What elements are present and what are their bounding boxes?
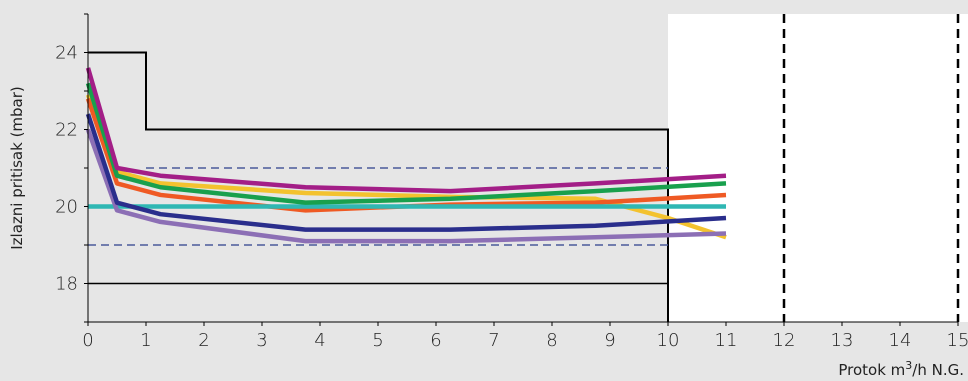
plot-area-white [668, 14, 968, 322]
series-line-4 [85, 113, 727, 232]
x-tick-label: 15 [947, 330, 968, 351]
data-series [85, 67, 727, 244]
plot-area-shaded [88, 14, 668, 322]
x-axis-title: Protok m3/h N.G. [838, 359, 964, 379]
x-tick-label: 2 [198, 330, 209, 351]
x-tick-label: 4 [314, 330, 325, 351]
x-tick-label: 7 [488, 330, 499, 351]
series-line-5 [85, 82, 727, 205]
x-tick-label: 5 [372, 330, 383, 351]
x-tick-label: 1 [140, 330, 151, 351]
x-tick-label: 9 [604, 330, 615, 351]
x-tick-label: 14 [889, 330, 912, 351]
x-tick-label: 10 [657, 330, 680, 351]
x-tick-label: 6 [430, 330, 441, 351]
series-line-1 [85, 97, 727, 213]
upper-limit-envelope [88, 51, 669, 322]
x-tick-label: 13 [831, 330, 854, 351]
series-line-3 [85, 128, 727, 244]
x-tick-label: 11 [715, 330, 738, 351]
x-axis-title-rest: /h N.G. [912, 361, 964, 379]
x-tick-label: 12 [773, 330, 796, 351]
y-tick-label: 22 [55, 120, 78, 141]
y-tick-label: 20 [55, 197, 78, 218]
y-tick-label: 18 [55, 274, 78, 295]
series-line-6 [85, 67, 727, 194]
x-tick-label: 3 [256, 330, 267, 351]
x-tick-label: 0 [82, 330, 93, 351]
reference-lines [88, 14, 960, 322]
x-axis-title-main: Protok m [838, 361, 905, 379]
y-tick-label: 24 [55, 43, 78, 64]
series-line-0 [85, 94, 727, 240]
x-axis-title-sup: 3 [905, 359, 912, 372]
y-axis-title: Izlazni pritisak (mbar) [8, 86, 26, 250]
x-tick-label: 8 [546, 330, 557, 351]
